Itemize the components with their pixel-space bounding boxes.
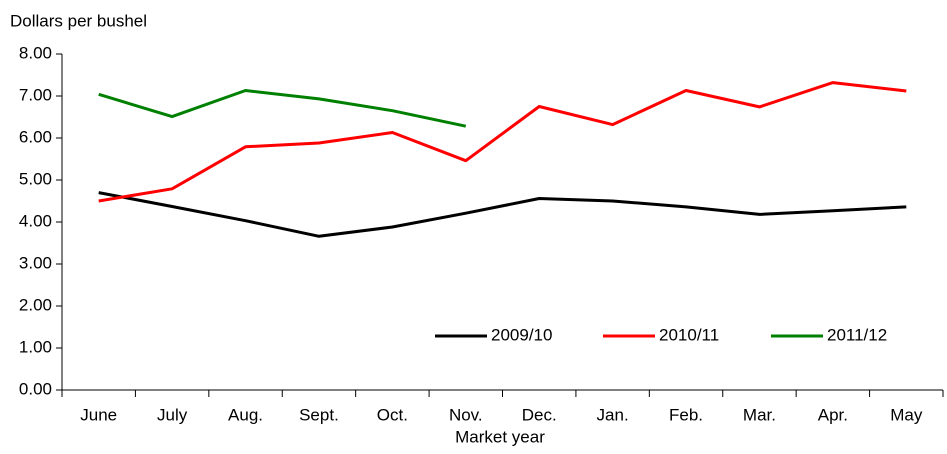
x-tick-label: Nov. xyxy=(449,405,483,424)
series-line xyxy=(98,89,467,128)
x-tick-label: Mar. xyxy=(743,405,776,424)
legend-label: 2010/11 xyxy=(659,325,719,344)
y-tick-label: 3.00 xyxy=(19,253,52,272)
x-tick-label: Aug. xyxy=(228,405,263,424)
legend-label: 2009/10 xyxy=(491,325,552,344)
x-tick-label: July xyxy=(157,405,188,424)
y-tick-label: 4.00 xyxy=(19,211,52,230)
y-tick-label: 1.00 xyxy=(19,337,52,356)
y-tick-label: 8.00 xyxy=(19,43,52,62)
x-tick-label: Oct. xyxy=(377,405,408,424)
x-tick-label: Feb. xyxy=(669,405,703,424)
x-tick-label: Sept. xyxy=(299,405,339,424)
y-tick-label: 6.00 xyxy=(19,127,52,146)
x-tick-label: May xyxy=(890,405,923,424)
series-line xyxy=(98,191,907,238)
y-tick-label: 2.00 xyxy=(19,295,52,314)
y-tick-label: 0.00 xyxy=(19,379,52,398)
y-tick-label: 5.00 xyxy=(19,169,52,188)
y-tick-label: 7.00 xyxy=(19,85,52,104)
x-tick-label: Dec. xyxy=(522,405,557,424)
y-axis-title: Dollars per bushel xyxy=(10,11,147,30)
series-line xyxy=(98,81,907,203)
x-axis-title: Market year xyxy=(455,427,545,446)
x-tick-label: June xyxy=(80,405,117,424)
legend-label: 2011/12 xyxy=(827,325,887,344)
x-tick-label: Apr. xyxy=(818,405,848,424)
x-tick-label: Jan. xyxy=(597,405,629,424)
